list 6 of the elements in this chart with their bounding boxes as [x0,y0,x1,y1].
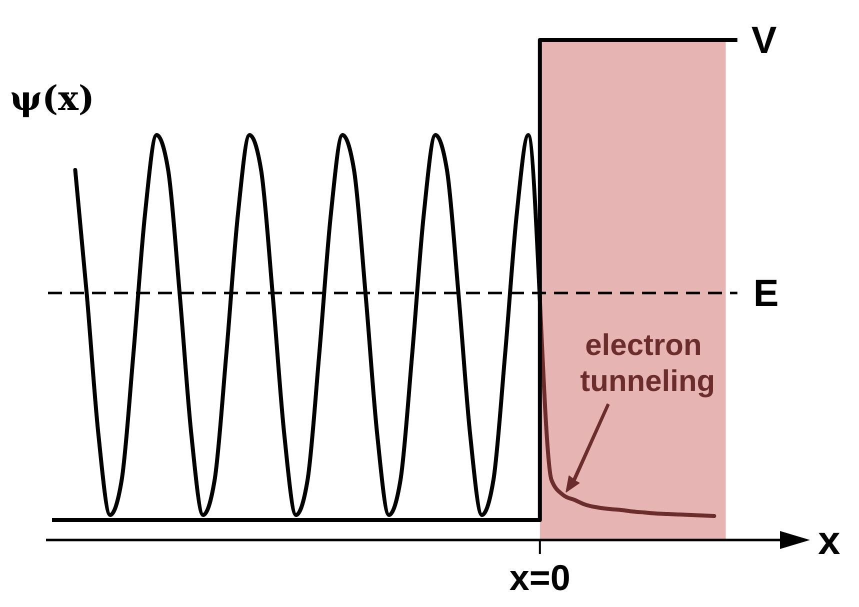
series-label: V [751,20,778,62]
annotation: electron tunneling [580,329,716,398]
y-axis-title: ψ(x) [10,79,94,119]
x-axis-title: x [818,519,840,563]
text: x=0 [509,557,570,598]
ref-line-label: E [753,273,779,315]
